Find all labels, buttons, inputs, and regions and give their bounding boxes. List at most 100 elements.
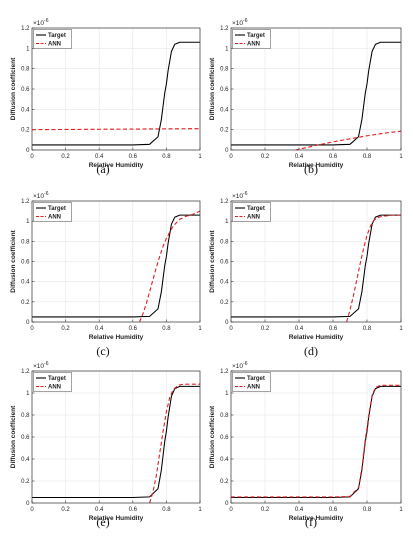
y-tick-label: 0.4: [220, 107, 229, 113]
x-tick-label: 1: [198, 326, 202, 332]
y-exponent-value: -6: [243, 361, 248, 367]
x-axis-label: Relative Humidity: [89, 334, 144, 341]
series-line-ann: [231, 384, 401, 498]
x-tick-label: 0.6: [329, 507, 338, 513]
y-tick-label: 0.6: [21, 87, 30, 93]
x-tick-label: 0.4: [95, 154, 104, 160]
x-tick-label: 1: [399, 507, 403, 513]
x-tick-label: 0.8: [162, 507, 171, 513]
x-axis-label: Relative Humidity: [289, 515, 344, 522]
legend: Target ANN: [232, 29, 271, 49]
x-tick-label: 1: [198, 154, 202, 160]
y-tick-label: 0.4: [21, 457, 30, 463]
legend-label-ann: ANN: [48, 215, 61, 221]
chart-panel-b: 0 0.2 0.4 0.6 0.8 1 0 0.2 0.4 0.6 0.8 1 1.2×10-6 Targ…: [209, 18, 403, 176]
legend: Target ANN: [33, 29, 72, 49]
y-exponent-label: ×10-6: [232, 361, 248, 370]
y-tick-label: 0: [26, 148, 30, 154]
x-tick-label: 1: [399, 154, 403, 160]
x-tick-label: 0.8: [363, 507, 372, 513]
y-tick-label: 0: [26, 501, 30, 507]
y-exponent-label: ×10-6: [232, 18, 248, 27]
y-tick-label: 1.2: [21, 26, 30, 32]
panel-caption: (d): [304, 344, 318, 358]
y-tick-label: 0: [225, 501, 229, 507]
x-tick-label: 0.2: [61, 154, 70, 160]
series-line-target: [32, 41, 200, 146]
series-line-ann: [346, 214, 401, 323]
x-tick-label: 0.6: [129, 154, 138, 160]
y-tick-label: 1: [26, 391, 30, 397]
x-tick-label: 0.2: [61, 326, 70, 332]
y-tick-label: 0: [26, 320, 30, 326]
x-tick-label: 0: [229, 507, 233, 513]
x-tick-label: 0: [229, 154, 233, 160]
series-line-target: [231, 41, 401, 146]
series-line-target: [32, 385, 200, 499]
y-exponent-value: -6: [243, 191, 248, 197]
y-tick-label: 0: [225, 320, 229, 326]
y-tick-label: 1.2: [220, 199, 229, 205]
chart-panel-d: 0 0.2 0.4 0.6 0.8 1 0 0.2 0.4 0.6 0.8 1 1.2×10-6 Targ…: [209, 191, 403, 358]
x-tick-label: 0: [30, 507, 34, 513]
series-line-ann: [139, 210, 201, 323]
chart-panel-a: 0 0.2 0.4 0.6 0.8 1 0 0.2 0.4 0.6 0.8 1 1.2×10-6 Targ…: [10, 18, 202, 176]
x-tick-label: 0.6: [129, 507, 138, 513]
y-exponent-value: -6: [44, 191, 49, 197]
panel-caption: (f): [305, 515, 317, 529]
x-tick-label: 0.2: [261, 507, 270, 513]
y-tick-label: 0.4: [21, 107, 30, 113]
legend-label-ann: ANN: [48, 42, 61, 48]
y-tick-label: 0: [225, 148, 229, 154]
x-tick-label: 0.6: [129, 326, 138, 332]
legend: Target ANN: [33, 372, 72, 392]
series-line-ann: [31, 128, 201, 131]
series-line-ann: [149, 383, 200, 504]
y-axis-label: Diffusion coefficient: [10, 229, 17, 292]
y-tick-label: 1: [26, 46, 30, 52]
y-tick-label: 0.6: [21, 260, 30, 266]
plot-frame: [31, 370, 201, 504]
y-tick-label: 0.8: [220, 413, 229, 419]
y-tick-label: 0.2: [21, 128, 30, 134]
y-axis-label: Diffusion coefficient: [209, 229, 216, 292]
plot-frame: [31, 27, 201, 151]
y-axis-label: Diffusion coefficient: [10, 57, 17, 120]
y-exponent-label: ×10-6: [33, 191, 49, 200]
y-exponent-value: -6: [44, 18, 49, 24]
panel-caption: (c): [96, 344, 109, 358]
x-axis-label: Relative Humidity: [89, 515, 144, 522]
x-tick-label: 0: [229, 326, 233, 332]
legend-label-ann: ANN: [247, 215, 260, 221]
plot-frame: [230, 200, 402, 323]
y-axis-label: Diffusion coefficient: [10, 405, 17, 468]
y-tick-label: 0.8: [220, 67, 229, 73]
y-tick-label: 0.8: [220, 239, 229, 245]
plot-frame: [230, 370, 402, 504]
legend-label-target: Target: [48, 33, 66, 39]
y-tick-label: 0.6: [21, 435, 30, 441]
x-axis-label: Relative Humidity: [89, 162, 144, 169]
y-tick-label: 1.2: [220, 369, 229, 375]
panel-caption: (a): [96, 162, 109, 176]
x-tick-label: 0.8: [162, 154, 171, 160]
plot-frame: [31, 200, 201, 323]
y-tick-label: 0.2: [21, 479, 30, 485]
y-exponent-label: ×10-6: [232, 191, 248, 200]
y-tick-label: 0.4: [21, 280, 30, 286]
x-tick-label: 0.2: [261, 326, 270, 332]
series-line-target: [231, 214, 401, 318]
y-exponent-value: -6: [243, 18, 248, 24]
y-tick-label: 0.6: [220, 435, 229, 441]
x-tick-label: 0.2: [61, 507, 70, 513]
y-tick-label: 1: [26, 219, 30, 225]
x-tick-label: 1: [399, 326, 403, 332]
y-tick-label: 0.2: [21, 300, 30, 306]
x-tick-label: 0.2: [261, 154, 270, 160]
panel-caption: (b): [304, 162, 318, 176]
y-tick-label: 1.2: [220, 26, 229, 32]
x-tick-label: 0: [30, 326, 34, 332]
plot-frame: [230, 27, 402, 151]
legend: Target ANN: [232, 372, 271, 392]
